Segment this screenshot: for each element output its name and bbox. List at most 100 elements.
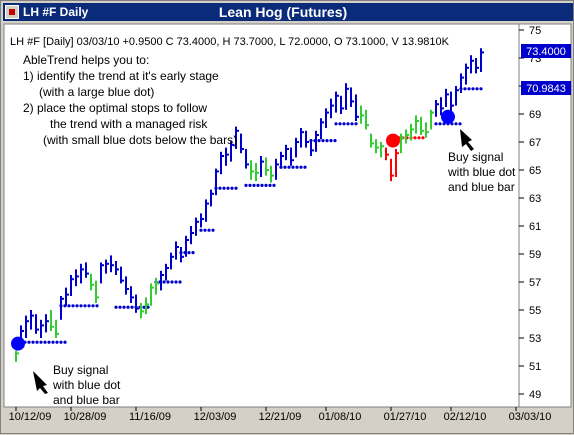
stop-dot [79,304,83,308]
y-tick-label: 63 [529,193,541,205]
stop-dot [338,122,342,126]
price-bar [300,128,304,148]
buy-signal-dot [441,109,455,124]
chart-title: Lean Hog (Futures) [218,4,348,20]
price-bar [395,149,399,177]
stop-dot [83,304,87,308]
stop-dot [174,280,178,284]
stop-dot [71,304,75,308]
stop-dot [479,87,483,91]
price-bar [165,263,169,281]
stop-dot [162,280,166,284]
price-bar [435,100,439,117]
y-tick-label: 69 [529,109,541,121]
stop-dot [114,305,118,309]
price-bar [475,58,479,74]
y-tick-label: 61 [529,221,541,233]
stop-dot [283,165,287,169]
price-bar [75,269,79,287]
price-bar [315,130,319,152]
stop-dot [118,305,122,309]
price-bar [110,255,114,273]
price-bar [350,87,354,107]
price-bar [460,73,464,93]
title-bar: Lean Hog (Futures) LH #F Daily [3,3,573,21]
price-bar [95,280,99,303]
price-bar [330,98,334,119]
price-bar [120,266,124,284]
price-bar [415,115,419,134]
x-tick-label: 10/28/09 [64,411,107,423]
stop-dot [325,139,329,143]
annotation-left-line3: and blue bar [53,393,120,407]
x-tick-label: 01/27/10 [384,411,427,423]
stop-dot [434,122,438,126]
price-bar [135,294,139,313]
price-bar [80,263,84,284]
notes-line2c: (with small blue dots below the bars) [43,133,237,147]
price-bar [190,226,194,245]
stop-dot [142,305,146,309]
stop-dot [27,340,31,344]
price-bar [40,319,44,338]
stop-dot [51,340,55,344]
stop-dot [122,305,126,309]
price-bar [440,97,444,116]
price-bar [70,275,74,296]
y-tick-label: 53 [529,333,541,345]
price-bar [400,133,404,154]
stop-dot [303,165,307,169]
price-bar [285,144,289,161]
price-bar [140,303,144,319]
price-bar [160,270,164,291]
annotation-right: Buy signal with blue dot and blue bar [447,129,516,194]
price-bar [385,147,389,161]
annotation-left: Buy signal with blue dot and blue bar [33,363,121,407]
stop-dot [291,165,295,169]
stop-dot [234,186,238,190]
stop-dot [91,304,95,308]
stop-dot [350,122,354,126]
price-bar [380,142,384,158]
price-bar [355,94,359,121]
stop-dot [166,280,170,284]
stop-dot [203,228,207,232]
price-bar [115,261,119,275]
price-bar [405,129,409,144]
price-bar [225,147,229,166]
price-bar [425,122,429,138]
stop-dot [178,280,182,284]
stop-dot [39,340,43,344]
price-bar [320,118,324,140]
stop-dot [63,340,67,344]
price-bar [245,149,249,169]
price-label-lower-text: 70.9843 [526,83,566,95]
annotation-right-line1: Buy signal [448,150,503,164]
price-bar [180,247,184,263]
stop-dot [226,186,230,190]
price-bar [125,276,129,295]
price-bar [370,133,374,148]
notes-line2a: 2) place the optimal stops to follow [23,101,207,115]
stop-dot [31,340,35,344]
stop-dot [95,304,99,308]
annotation-right-line2: with blue dot [447,165,516,179]
notes-line1a: 1) identify the trend at it's early stag… [23,69,219,83]
y-tick-label: 65 [529,165,541,177]
price-bar [240,133,244,154]
price-bar [390,158,394,182]
price-bar [365,109,369,130]
pointer-arrow-icon [460,129,474,151]
stop-dot [67,304,71,308]
window-menu-icon[interactable] [5,5,19,19]
resistance-dot [413,136,417,140]
stop-dot [218,186,222,190]
quote-line: LH #F [Daily] 03/03/10 +0.9500 C 73.4000… [10,36,450,48]
stop-dot [260,183,264,187]
price-bar [290,147,294,166]
price-bar [345,83,349,110]
x-tick-label: 12/21/09 [259,411,302,423]
price-bar [25,315,29,338]
stop-dot [199,228,203,232]
